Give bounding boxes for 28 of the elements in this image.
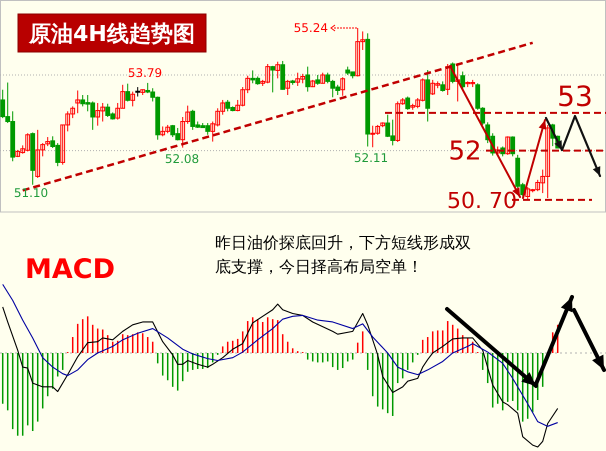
annotation: 55.24 bbox=[294, 21, 328, 35]
candlestick bbox=[270, 65, 276, 93]
candlestick bbox=[320, 72, 326, 84]
text: 原油4H线趋势图 bbox=[28, 22, 195, 47]
candlestick bbox=[125, 83, 130, 102]
candlestick bbox=[135, 86, 140, 98]
chart-title: MACD bbox=[25, 254, 115, 285]
annotation: 53.79 bbox=[128, 66, 162, 80]
annotation: 50. 70 bbox=[447, 189, 517, 214]
text: 昨日油价探底回升，下方短线形成双底支撑，今日择高布局空单！ bbox=[215, 233, 471, 276]
ref-line-label: 52 bbox=[448, 136, 482, 167]
candlestick bbox=[455, 62, 460, 102]
annotation: 51.10 bbox=[14, 186, 48, 200]
candlestick bbox=[460, 71, 466, 90]
candlestick bbox=[275, 61, 280, 79]
candlestick bbox=[285, 79, 290, 96]
candlestick bbox=[315, 74, 320, 86]
annotation: 52.11 bbox=[354, 151, 388, 165]
ref-line-label: 53 bbox=[557, 80, 593, 113]
annotation: 52.08 bbox=[164, 152, 200, 166]
candlestick bbox=[505, 136, 510, 156]
candlestick bbox=[305, 66, 310, 92]
candlestick bbox=[340, 76, 346, 96]
candlestick bbox=[445, 63, 450, 96]
candlestick bbox=[130, 91, 136, 107]
candlestick bbox=[75, 90, 80, 114]
candlestick bbox=[440, 80, 446, 92]
candlestick bbox=[405, 96, 410, 110]
